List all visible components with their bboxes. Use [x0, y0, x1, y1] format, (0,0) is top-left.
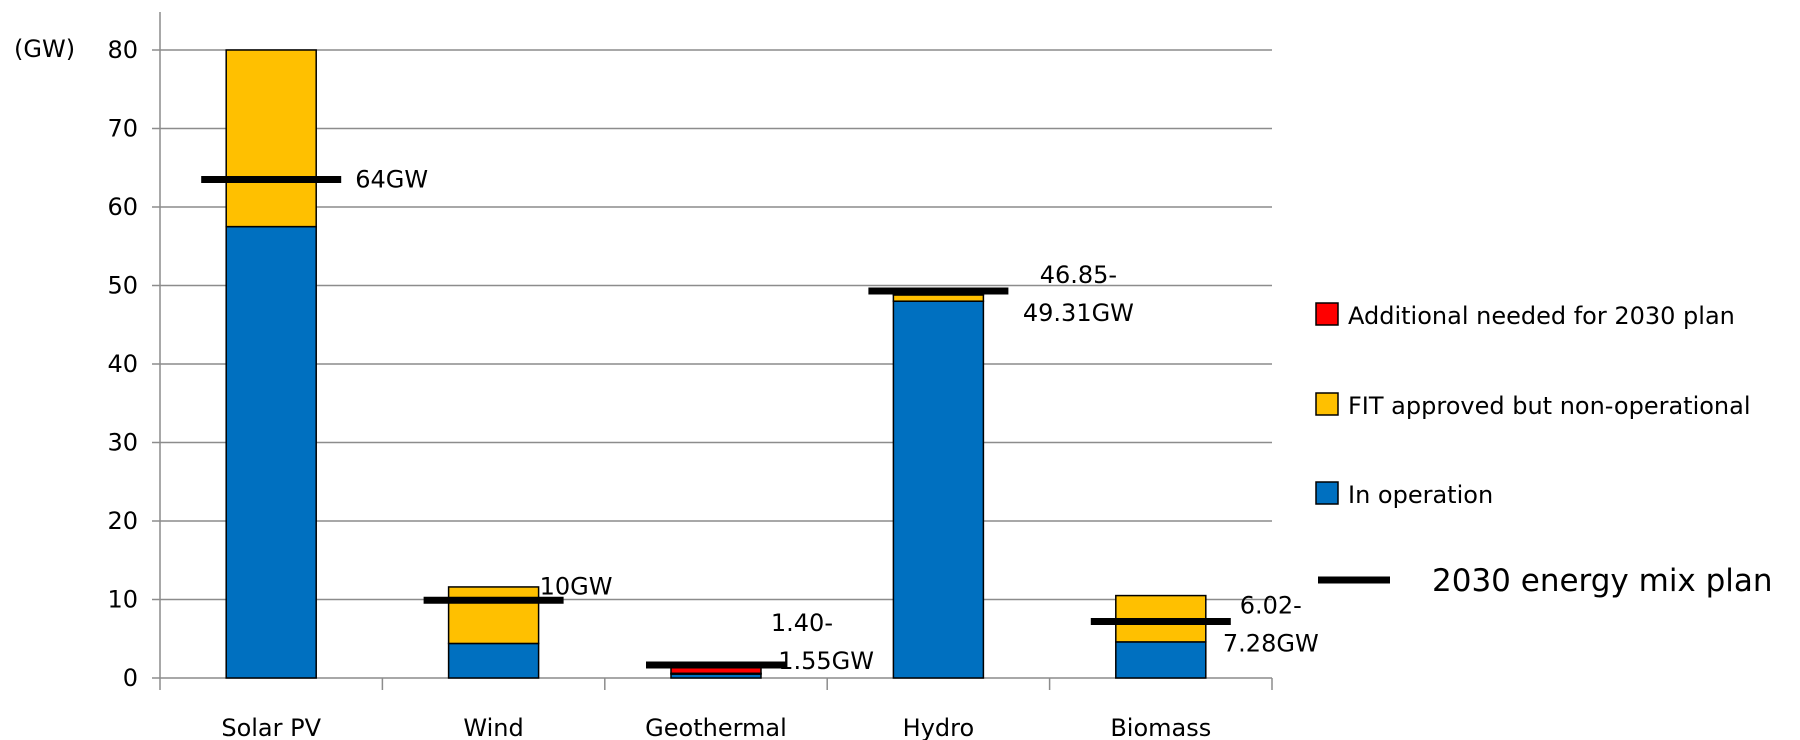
y-tick-label: 70	[107, 115, 138, 143]
legend-label: In operation	[1348, 481, 1493, 509]
x-category-label: Biomass	[1110, 714, 1211, 740]
legend-label: Additional needed for 2030 plan	[1348, 302, 1735, 330]
y-tick-label: 20	[107, 507, 138, 535]
x-category-label: Hydro	[903, 714, 975, 740]
plan-value-label: 1.55GW	[778, 647, 874, 675]
plan-value-label: 46.85-	[1040, 261, 1117, 289]
bar-segment-fit-approved-but-non-operational	[225, 49, 317, 228]
bar-segment-fit-approved-but-non-operational	[892, 294, 985, 302]
legend-swatch	[1315, 392, 1339, 416]
y-unit-label: (GW)	[14, 35, 75, 63]
plan-value-label: 7.28GW	[1223, 629, 1319, 657]
y-tick-label: 30	[107, 429, 138, 457]
x-category-label: Wind	[463, 714, 523, 740]
y-tick-label: 10	[107, 586, 138, 614]
plan-value-label: 10GW	[540, 572, 613, 600]
bar-segment-in-operation	[225, 225, 317, 679]
bar-segment-fit-approved-but-non-operational	[447, 586, 540, 645]
plan-value-label: 1.40-	[771, 609, 833, 637]
plan-value-label: 64GW	[355, 166, 428, 194]
bar-segment-in-operation	[447, 642, 540, 679]
y-tick-label: 50	[107, 272, 138, 300]
bar-segment-in-operation	[892, 300, 985, 679]
y-tick-label: 40	[107, 350, 138, 378]
bar-segment-in-operation	[1115, 641, 1207, 679]
legend-label: FIT approved but non-operational	[1348, 392, 1751, 420]
y-tick-label: 60	[107, 193, 138, 221]
legend-swatch	[1315, 481, 1339, 505]
y-tick-label: 0	[123, 664, 138, 692]
x-category-label: Solar PV	[221, 714, 321, 740]
plan-value-label: 49.31GW	[1023, 299, 1134, 327]
x-category-label: Geothermal	[645, 714, 787, 740]
legend-swatch	[1315, 302, 1339, 326]
legend-label: 2030 energy mix plan	[1432, 563, 1773, 599]
plan-value-label: 6.02-	[1240, 591, 1302, 619]
y-tick-label: 80	[107, 36, 138, 64]
